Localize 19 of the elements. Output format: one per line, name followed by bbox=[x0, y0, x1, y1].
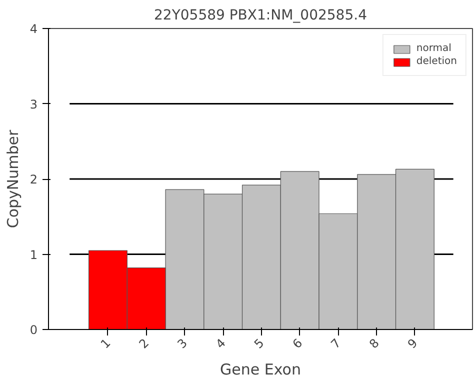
chart-title: 22Y05589 PBX1:NM_002585.4 bbox=[154, 8, 368, 24]
y-tick-label: 0 bbox=[30, 323, 38, 337]
x-axis-title: Gene Exon bbox=[220, 360, 301, 378]
x-tick-label: 5 bbox=[251, 336, 267, 352]
y-tick-label: 1 bbox=[30, 248, 38, 262]
y-axis-title: CopyNumber bbox=[4, 129, 22, 228]
x-tick-label: 8 bbox=[366, 336, 382, 352]
legend-label: normal bbox=[416, 43, 452, 54]
x-tick-label: 1 bbox=[98, 336, 114, 352]
x-tick-label: 3 bbox=[174, 336, 190, 352]
x-tick-label: 4 bbox=[213, 336, 228, 352]
x-tick-label: 7 bbox=[328, 336, 344, 352]
x-tick-label: 2 bbox=[136, 336, 152, 352]
y-tick-label: 3 bbox=[30, 97, 38, 112]
y-tick-label: 2 bbox=[30, 172, 38, 186]
legend-label: deletion bbox=[416, 56, 457, 67]
x-tick-label: 9 bbox=[404, 336, 420, 352]
x-tick-label: 6 bbox=[290, 336, 306, 352]
y-tick-label: 4 bbox=[30, 22, 38, 36]
